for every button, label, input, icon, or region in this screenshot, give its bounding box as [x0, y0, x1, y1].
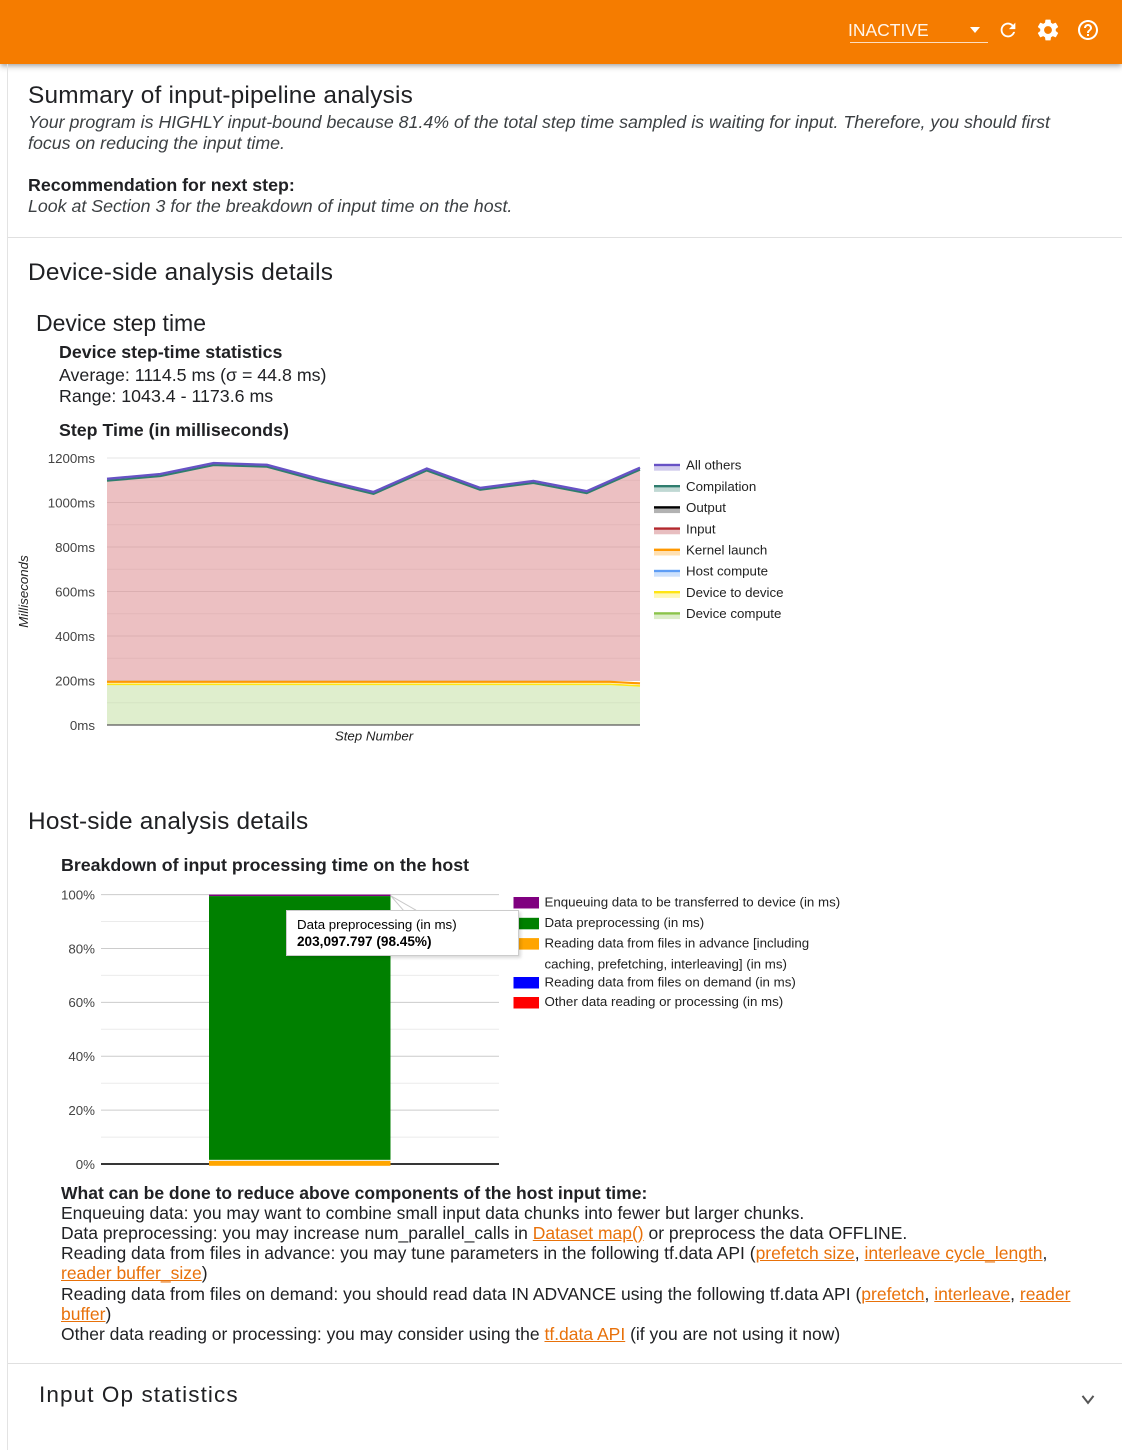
svg-text:400ms: 400ms	[55, 629, 95, 644]
svg-text:0ms: 0ms	[70, 718, 95, 733]
svg-text:Device to device: Device to device	[686, 585, 784, 600]
svg-text:Host compute: Host compute	[686, 564, 768, 579]
svg-text:Reading data from files in adv: Reading data from files in advance [incl…	[545, 935, 810, 950]
svg-text:800ms: 800ms	[55, 540, 95, 555]
svg-text:80%: 80%	[68, 941, 95, 956]
svg-text:Input: Input	[686, 521, 716, 536]
svg-text:Milliseconds: Milliseconds	[16, 555, 31, 628]
svg-text:40%: 40%	[68, 1049, 95, 1064]
svg-text:200ms: 200ms	[55, 674, 95, 689]
svg-text:Data preprocessing (in ms): Data preprocessing (in ms)	[545, 915, 705, 930]
svg-text:Reading data from files on dem: Reading data from files on demand (in ms…	[545, 974, 796, 989]
svg-text:Step Number: Step Number	[335, 729, 414, 744]
svg-text:1000ms: 1000ms	[48, 496, 96, 511]
svg-text:Device compute: Device compute	[686, 606, 781, 621]
svg-text:20%: 20%	[68, 1103, 95, 1118]
svg-text:60%: 60%	[68, 995, 95, 1010]
svg-text:Compilation: Compilation	[686, 479, 756, 494]
svg-text:600ms: 600ms	[55, 585, 95, 600]
svg-text:Output: Output	[686, 500, 726, 515]
svg-text:caching, prefetching, interlea: caching, prefetching, interleaving] (in …	[545, 956, 787, 971]
svg-text:0%: 0%	[76, 1157, 95, 1172]
svg-text:Enqueuing data to be transferr: Enqueuing data to be transferred to devi…	[545, 895, 841, 910]
svg-text:100%: 100%	[61, 887, 95, 902]
svg-text:Other data reading or processi: Other data reading or processing (in ms)	[545, 994, 784, 1009]
svg-text:1200ms: 1200ms	[48, 451, 96, 466]
svg-text:Kernel launch: Kernel launch	[686, 543, 767, 558]
svg-text:All others: All others	[686, 458, 742, 473]
